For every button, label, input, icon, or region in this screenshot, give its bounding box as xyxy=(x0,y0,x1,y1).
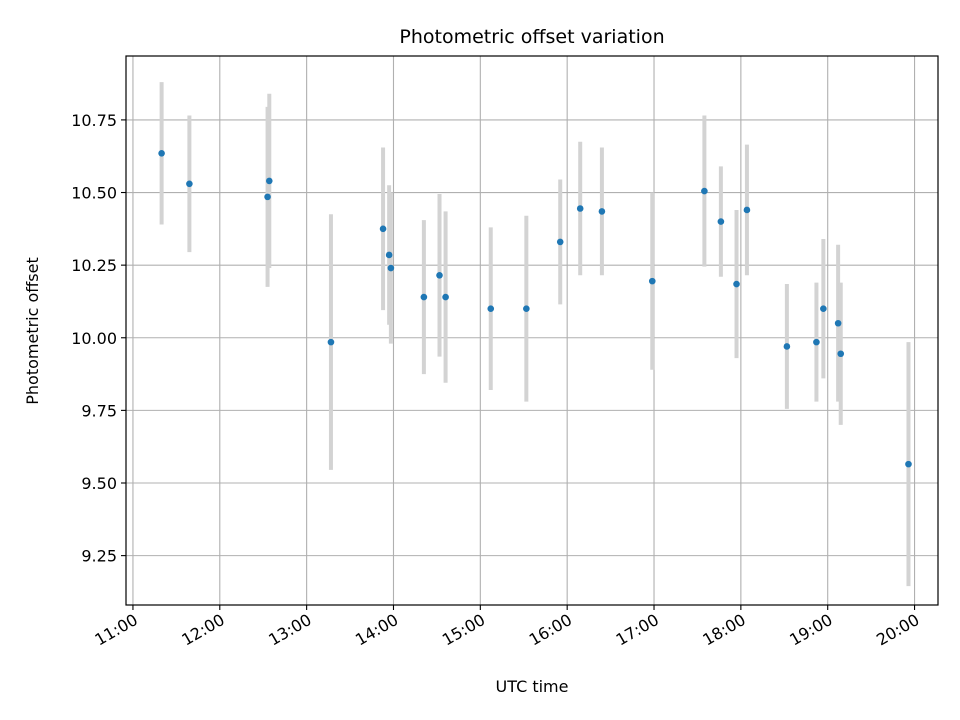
x-tick-label: 18:00 xyxy=(699,610,748,650)
data-point xyxy=(576,205,584,212)
data-point xyxy=(743,206,751,214)
y-tick-label: 9.75 xyxy=(81,401,117,420)
data-point xyxy=(834,319,842,327)
x-tick-label: 19:00 xyxy=(786,610,835,650)
data-point xyxy=(523,305,530,313)
x-tick-label: 11:00 xyxy=(92,610,141,650)
y-tick-label: 9.50 xyxy=(81,474,117,493)
plot-frame xyxy=(125,55,939,606)
data-point xyxy=(837,350,845,358)
data-point xyxy=(598,208,606,215)
data-point xyxy=(733,280,740,288)
x-tick-label: 15:00 xyxy=(439,610,488,650)
y-tick-label: 10.75 xyxy=(71,111,117,130)
data-point xyxy=(701,187,708,195)
error-bars xyxy=(159,82,911,587)
x-tick-label: 14:00 xyxy=(352,610,401,650)
data-point xyxy=(420,293,428,301)
x-axis-label: UTC time xyxy=(496,677,569,696)
data-point xyxy=(186,180,193,188)
data-point xyxy=(813,338,820,346)
y-tick-label: 9.25 xyxy=(81,547,117,566)
x-tick-label: 20:00 xyxy=(873,610,922,650)
data-point xyxy=(387,264,395,272)
data-point xyxy=(379,225,387,233)
data-point xyxy=(158,150,165,157)
data-point xyxy=(442,293,449,301)
axis-ticks: 11:00 12:00 13:00 14:00 15:00 16:00 17:00 18:00… xyxy=(71,111,922,650)
chart-title: Photometric offset variation xyxy=(399,26,664,48)
y-tick-label: 10.00 xyxy=(71,329,117,348)
y-tick-label: 10.25 xyxy=(71,256,117,275)
data-point xyxy=(487,305,495,313)
data-point xyxy=(717,218,725,225)
grid-lines xyxy=(126,56,938,605)
data-point xyxy=(556,238,564,246)
data-point xyxy=(648,277,656,285)
data-point xyxy=(783,343,791,350)
data-point xyxy=(327,338,335,346)
data-points xyxy=(158,150,912,468)
y-tick-label: 10.50 xyxy=(71,184,117,203)
data-point xyxy=(265,177,273,185)
data-point xyxy=(264,193,271,201)
y-axis-label: Photometric offset xyxy=(23,257,42,405)
data-point xyxy=(385,251,393,259)
data-point xyxy=(905,460,912,468)
x-tick-label: 16:00 xyxy=(526,610,575,650)
x-tick-label: 12:00 xyxy=(178,610,227,650)
x-tick-label: 17:00 xyxy=(613,610,662,650)
data-point xyxy=(820,305,827,313)
x-tick-label: 13:00 xyxy=(265,610,314,650)
data-point xyxy=(436,272,443,279)
